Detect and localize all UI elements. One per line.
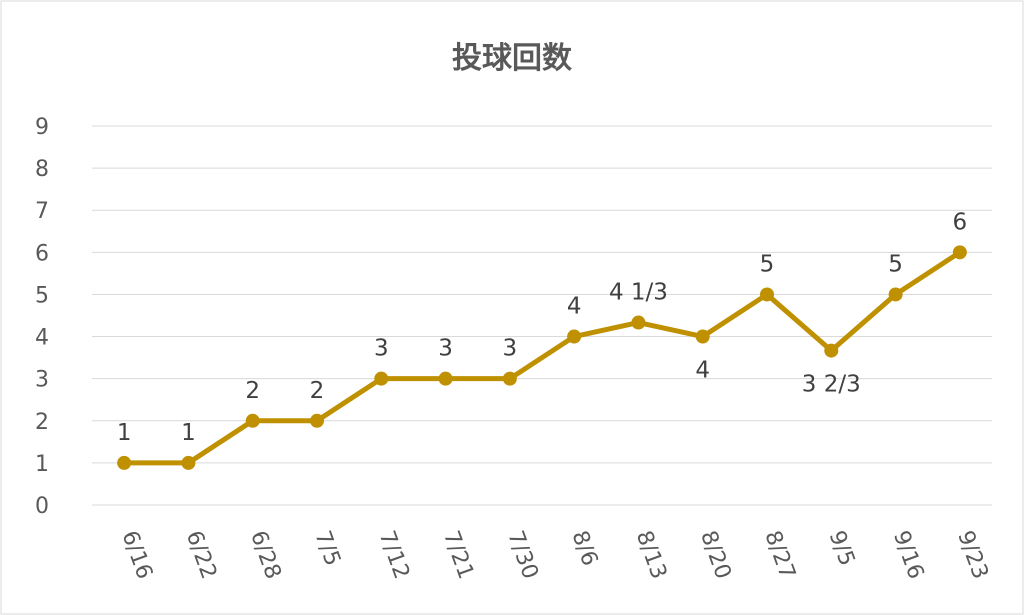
y-tick-label: 0 <box>35 494 49 519</box>
y-tick-label: 4 <box>35 326 49 351</box>
y-tick-label: 2 <box>35 410 49 435</box>
data-label: 3 <box>438 336 453 362</box>
data-label: 1 <box>117 420 132 446</box>
data-label: 3 2/3 <box>802 372 861 398</box>
data-point <box>245 413 260 428</box>
data-point <box>567 329 582 344</box>
data-label: 4 1/3 <box>609 280 668 306</box>
data-point <box>117 455 132 470</box>
y-tick-label: 3 <box>35 368 49 393</box>
data-point <box>888 287 903 302</box>
data-point <box>631 315 646 330</box>
data-labels: 1 1 2 2 3 3 3 4 4 1/3 4 5 3 2/3 5 6 <box>117 209 967 446</box>
data-label: 1 <box>181 420 196 446</box>
data-point <box>502 371 517 386</box>
data-point <box>952 245 967 260</box>
data-point <box>695 329 710 344</box>
series-layer <box>117 245 967 470</box>
y-axis-ticks: 0 1 2 3 4 5 6 7 8 9 <box>35 115 49 519</box>
gridlines <box>92 125 992 506</box>
series-line <box>121 249 963 466</box>
data-label: 4 <box>567 294 582 320</box>
y-tick-label: 6 <box>35 241 49 266</box>
chart-title: 投球回数 <box>452 41 573 76</box>
y-tick-label: 9 <box>35 115 49 140</box>
data-point <box>310 413 324 428</box>
data-label: 2 <box>245 378 260 404</box>
data-point <box>438 371 453 386</box>
data-point <box>374 371 389 386</box>
data-point <box>824 343 839 358</box>
data-label: 3 <box>503 336 518 362</box>
data-label: 2 <box>310 378 325 404</box>
data-point <box>760 287 774 302</box>
data-label: 4 <box>695 358 710 384</box>
data-point <box>181 455 196 470</box>
data-label: 3 <box>374 336 389 362</box>
y-tick-label: 1 <box>35 452 49 477</box>
data-label: 6 <box>953 209 968 235</box>
y-tick-label: 8 <box>35 157 49 182</box>
y-tick-label: 7 <box>35 199 49 224</box>
data-label: 5 <box>760 251 775 277</box>
data-label: 5 <box>888 251 903 277</box>
y-tick-label: 5 <box>35 283 49 308</box>
